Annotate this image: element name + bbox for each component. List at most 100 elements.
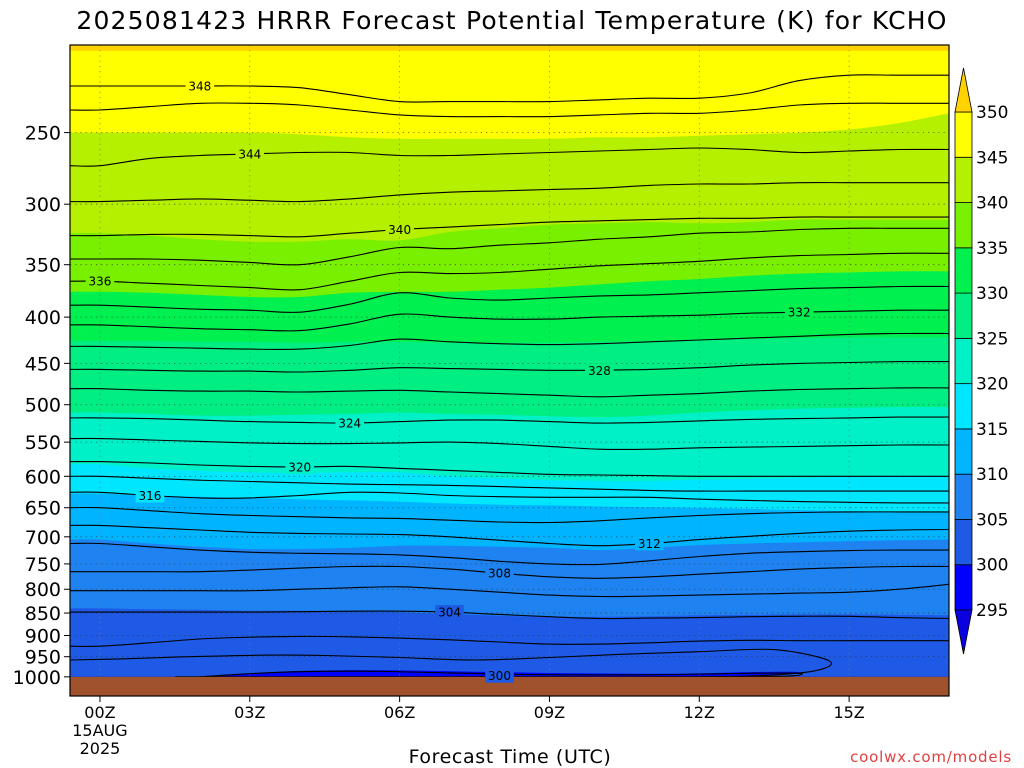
colorbar-label-330: 330 bbox=[976, 284, 1008, 304]
contour-324 bbox=[70, 416, 949, 424]
contour-314 bbox=[70, 506, 949, 524]
y-tick-label-800: 800 bbox=[25, 579, 61, 601]
colorbar-label-305: 305 bbox=[976, 510, 1008, 530]
svg-text:320: 320 bbox=[288, 461, 311, 475]
colorbar-swatch-335 bbox=[954, 202, 973, 249]
y-tick-label-450: 450 bbox=[25, 353, 61, 375]
contour-surface-302 bbox=[70, 648, 833, 678]
svg-text:332: 332 bbox=[788, 306, 811, 320]
x-tick-sublabel: 2025 bbox=[80, 739, 121, 758]
contour-label-308: 308 bbox=[485, 566, 514, 581]
colorbar-arrow-bottom bbox=[954, 609, 973, 655]
y-axis: 2503003504004505005506006507007508008509… bbox=[13, 123, 70, 689]
contour-surface-300 bbox=[199, 670, 803, 678]
contour-336 bbox=[70, 252, 949, 291]
y-tick-label-350: 350 bbox=[25, 255, 61, 277]
colorbar: 295 300 305 310 315 320 325 330 335 340 345 350 bbox=[954, 67, 1008, 655]
colorbar-label-335: 335 bbox=[976, 239, 1008, 259]
contour-318 bbox=[70, 475, 949, 492]
contour-328 bbox=[70, 361, 949, 373]
x-tick-label-00Z: 00Z bbox=[84, 703, 115, 722]
x-tick-label-15Z: 15Z bbox=[833, 703, 864, 722]
band-fill-350 bbox=[70, 45, 949, 51]
y-tick-label-850: 850 bbox=[25, 603, 61, 625]
contour-332 bbox=[70, 309, 949, 332]
colorbar-label-310: 310 bbox=[976, 465, 1008, 485]
colorbar-swatch-330 bbox=[954, 247, 973, 294]
contour-316 bbox=[70, 491, 949, 504]
contour-label-348: 348 bbox=[185, 78, 215, 93]
contour-334 bbox=[70, 285, 949, 313]
contour-label-304: 304 bbox=[435, 605, 464, 620]
svg-text:316: 316 bbox=[138, 489, 161, 503]
contour-346 bbox=[70, 102, 949, 118]
colorbar-label-350: 350 bbox=[976, 103, 1008, 123]
credit-text: coolwx.com/models bbox=[850, 748, 1012, 766]
colorbar-swatch-310 bbox=[954, 428, 973, 475]
y-tick-label-400: 400 bbox=[25, 307, 61, 329]
svg-text:312: 312 bbox=[638, 537, 661, 551]
colorbar-label-340: 340 bbox=[976, 194, 1008, 214]
colorbar-label-315: 315 bbox=[976, 420, 1008, 440]
contour-312 bbox=[70, 524, 949, 547]
colorbar-swatch-295 bbox=[954, 564, 973, 611]
colorbar-label-300: 300 bbox=[976, 556, 1008, 576]
contour-label-316: 316 bbox=[135, 488, 165, 503]
contour-label-336: 336 bbox=[85, 274, 115, 289]
y-tick-label-500: 500 bbox=[25, 395, 61, 417]
y-tick-label-1000: 1000 bbox=[13, 667, 61, 689]
colorbar-swatch-325 bbox=[954, 292, 973, 339]
contour-326 bbox=[70, 387, 949, 398]
theta-fill-bands bbox=[70, 45, 949, 696]
y-tick-label-950: 950 bbox=[25, 647, 61, 669]
svg-text:300: 300 bbox=[488, 669, 511, 683]
colorbar-swatch-345 bbox=[954, 111, 973, 158]
contour-340 bbox=[70, 216, 949, 238]
contour-344 bbox=[70, 147, 949, 167]
colorbar-swatch-305 bbox=[954, 473, 973, 520]
y-tick-label-600: 600 bbox=[25, 466, 61, 488]
svg-text:328: 328 bbox=[588, 364, 611, 378]
plot-area: 348 344 340 336 332 328 324 320 316 312 308 304 300 bbox=[69, 44, 950, 697]
x-tick-sublabel: 15AUG bbox=[72, 721, 127, 740]
contour-320 bbox=[70, 460, 949, 477]
colorbar-label-320: 320 bbox=[976, 375, 1008, 395]
x-tick-label-12Z: 12Z bbox=[684, 703, 715, 722]
plot-frame bbox=[69, 44, 950, 697]
colorbar-swatch-340 bbox=[954, 156, 973, 203]
y-tick-label-700: 700 bbox=[25, 527, 61, 549]
svg-text:308: 308 bbox=[488, 567, 511, 581]
ground-surface bbox=[70, 676, 949, 696]
contour-label-344: 344 bbox=[235, 146, 265, 161]
theta-contours bbox=[70, 74, 949, 678]
contour-302 bbox=[70, 635, 949, 648]
colorbar-label-295: 295 bbox=[976, 601, 1008, 621]
colorbar-label-325: 325 bbox=[976, 329, 1008, 349]
contour-330 bbox=[70, 332, 949, 351]
contour-label-312: 312 bbox=[635, 536, 664, 551]
x-axis-label: Forecast Time (UTC) bbox=[409, 746, 612, 768]
contour-label-328: 328 bbox=[585, 363, 614, 378]
x-tick-label-09Z: 09Z bbox=[534, 703, 565, 722]
chart-title: 2025081423 HRRR Forecast Potential Tempe… bbox=[76, 6, 947, 35]
colorbar-label-345: 345 bbox=[976, 148, 1008, 168]
contour-label-320: 320 bbox=[285, 460, 315, 475]
contour-label-324: 324 bbox=[335, 416, 364, 431]
svg-text:324: 324 bbox=[338, 417, 361, 431]
contour-306 bbox=[70, 583, 949, 598]
x-tick-label-03Z: 03Z bbox=[234, 703, 265, 722]
contour-308 bbox=[70, 565, 949, 579]
svg-text:344: 344 bbox=[238, 147, 261, 161]
colorbar-swatch-320 bbox=[954, 337, 973, 385]
colorbar-swatch-315 bbox=[954, 383, 973, 430]
contour-labels: 348 344 340 336 332 328 324 320 316 312 308 304 300 bbox=[85, 78, 814, 683]
x-tick-label-06Z: 06Z bbox=[384, 703, 415, 722]
contour-310 bbox=[70, 542, 949, 566]
contour-label-340: 340 bbox=[385, 222, 414, 237]
svg-text:348: 348 bbox=[188, 79, 211, 93]
svg-text:336: 336 bbox=[89, 275, 112, 289]
contour-label-332: 332 bbox=[784, 305, 814, 320]
svg-text:304: 304 bbox=[438, 606, 461, 620]
